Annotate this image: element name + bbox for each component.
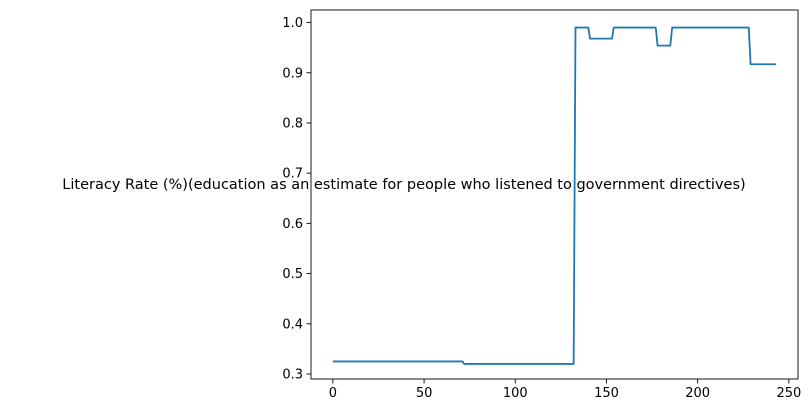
x-tick-label: 100 — [503, 386, 528, 401]
y-tick-label: 0.8 — [282, 116, 303, 131]
x-tick-label: 150 — [594, 386, 619, 401]
y-tick-label: 0.7 — [282, 167, 303, 182]
x-tick-label: 250 — [776, 386, 801, 401]
series-layer — [332, 26, 777, 365]
y-tick-label: 0.6 — [282, 217, 303, 232]
series-line — [332, 26, 777, 365]
ticks-layer: 0 50 100 150 200 250 0.3 0.4 0.5 0.6 0.7 0.8 0.9 1.0 — [282, 16, 801, 401]
plot-frame — [310, 9, 799, 380]
x-tick-label: 200 — [685, 386, 710, 401]
x-tick-label: 0 — [329, 386, 337, 401]
y-tick-label: 0.9 — [282, 66, 303, 81]
y-tick-label: 0.3 — [282, 367, 303, 382]
x-tick-label: 50 — [416, 386, 433, 401]
y-tick-label: 1.0 — [282, 16, 303, 31]
y-axis-label: Literacy Rate (%)(education as an estima… — [62, 177, 745, 193]
y-tick-label: 0.5 — [282, 267, 303, 282]
y-tick-label: 0.4 — [282, 317, 303, 332]
